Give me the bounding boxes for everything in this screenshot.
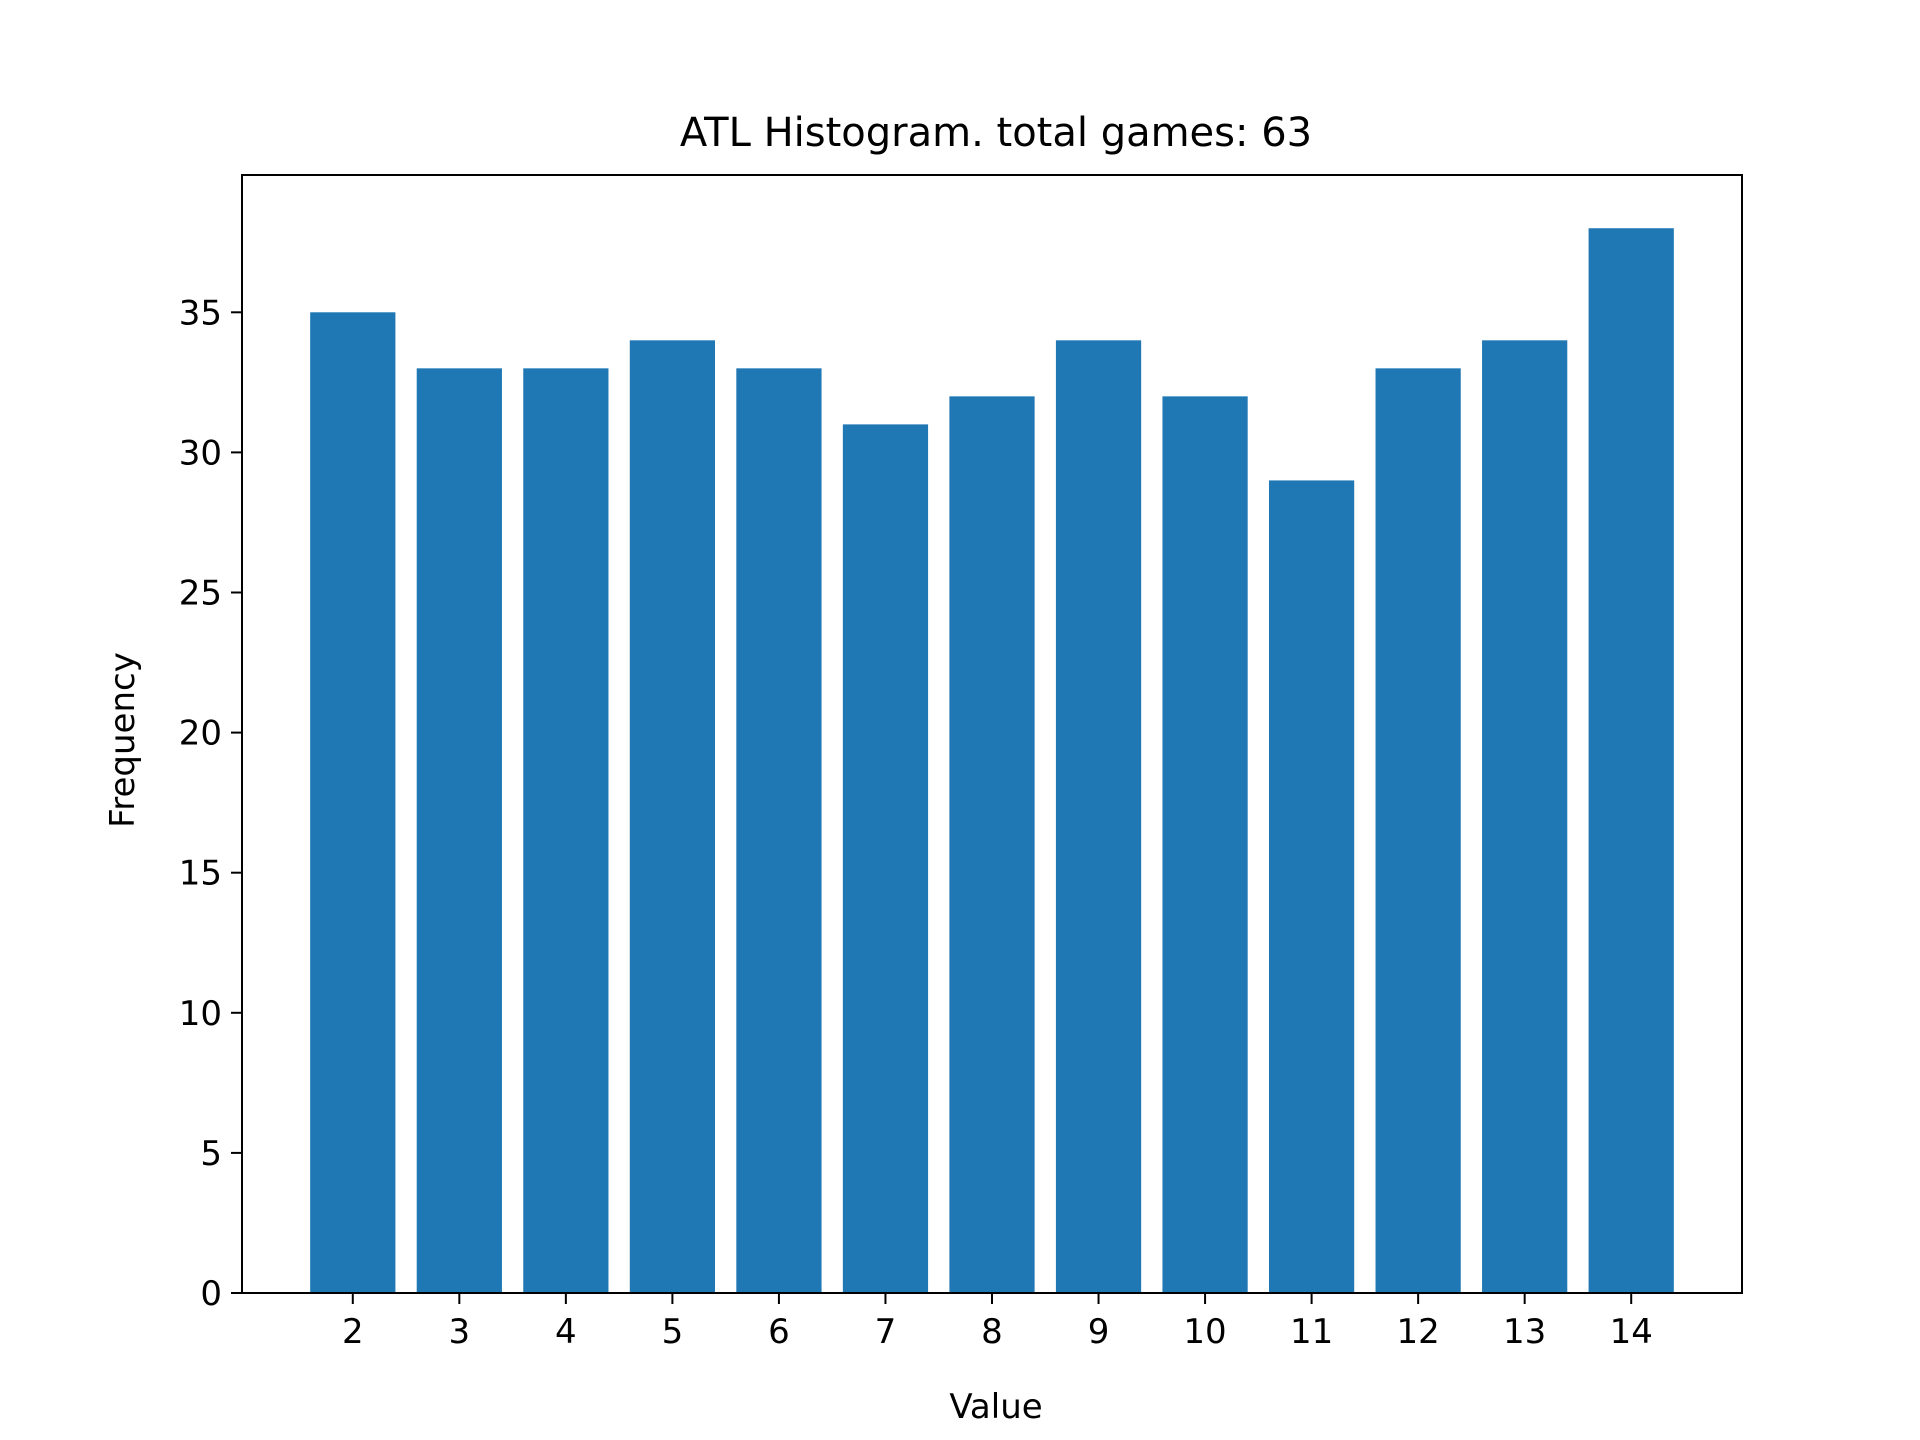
x-tick-label: 9 [1088,1312,1110,1352]
bar-2 [310,312,396,1294]
x-tick-label: 14 [1610,1312,1653,1352]
y-tick-label: 15 [179,854,222,894]
x-tick-label: 13 [1503,1312,1546,1352]
bar-9 [1055,340,1142,1293]
x-tick-label: 6 [768,1312,790,1352]
x-tick-label: 8 [981,1312,1003,1352]
bar-6 [736,368,822,1293]
x-tick-label: 4 [555,1312,577,1352]
y-tick-label: 20 [179,714,222,754]
x-tick-label: 12 [1397,1312,1440,1352]
bar-3 [416,368,502,1293]
y-axis-ticks: 0 5 10 15 20 25 30 35 [179,293,242,1314]
chart-title: ATL Histogram. total games: 63 [680,110,1312,156]
x-tick-label: 2 [342,1312,364,1352]
y-tick-label: 5 [200,1134,222,1174]
bar-7 [842,424,929,1294]
y-tick-label: 25 [179,573,222,613]
x-tick-label: 11 [1290,1312,1333,1352]
bar-12 [1375,368,1461,1293]
x-tick-label: 3 [449,1312,471,1352]
y-tick-label: 10 [179,994,222,1034]
bar-10 [1162,396,1248,1293]
bar-5 [629,340,716,1293]
bar-14 [1588,228,1674,1294]
y-tick-label: 0 [200,1274,222,1314]
bars-layer [310,228,1674,1294]
bar-8 [949,396,1035,1293]
bar-4 [523,368,609,1293]
x-tick-label: 7 [875,1312,897,1352]
plot-frame [241,174,1743,1294]
x-axis-label: Value [949,1387,1042,1427]
y-axis-label: Frequency [103,652,143,828]
x-tick-label: 10 [1183,1312,1226,1352]
y-tick-label: 35 [179,293,222,333]
x-axis-ticks: 2 3 4 5 6 7 8 9 10 11 12 13 14 [342,1293,1653,1352]
bar-11 [1268,480,1355,1293]
bar-13 [1482,340,1568,1293]
x-tick-label: 5 [662,1312,684,1352]
y-tick-label: 30 [179,433,222,473]
